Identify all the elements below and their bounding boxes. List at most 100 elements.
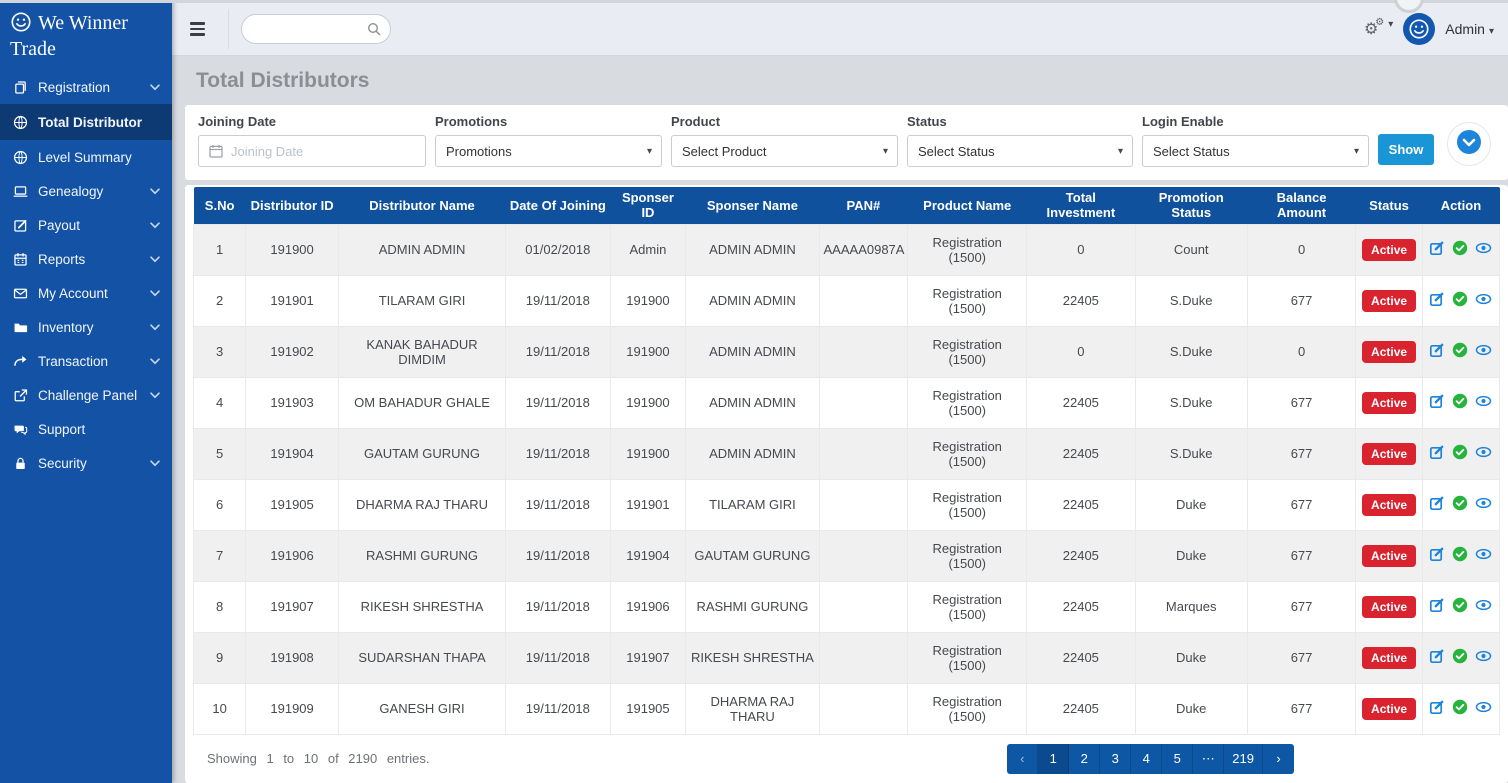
status-select[interactable]: Select Status ▾ xyxy=(907,135,1133,167)
view-eye-icon[interactable] xyxy=(1475,649,1492,663)
sidebar-item-payout[interactable]: Payout xyxy=(0,208,172,242)
settings-gears-dropdown[interactable]: ⚙ ⚙ ▾ xyxy=(1364,17,1393,39)
cell-status: Active xyxy=(1355,631,1423,684)
pagination-page-3[interactable]: 3 xyxy=(1100,743,1132,774)
view-eye-icon[interactable] xyxy=(1475,547,1492,561)
chevron-down-icon xyxy=(150,323,160,331)
login-enable-select[interactable]: Select Status ▾ xyxy=(1142,135,1369,167)
promotions-select[interactable]: Promotions ▾ xyxy=(435,135,662,167)
pagination-page-⋯[interactable]: ⋯ xyxy=(1193,743,1225,774)
approve-check-icon[interactable] xyxy=(1452,597,1468,613)
sidebar-item-level-summary[interactable]: Level Summary xyxy=(0,140,172,174)
login-enable-selected-value: Select Status xyxy=(1153,143,1230,159)
edit-action-icon[interactable] xyxy=(1429,393,1445,409)
sidebar-item-challenge-panel[interactable]: Challenge Panel xyxy=(0,378,172,412)
column-header-pan: PAN# xyxy=(819,187,908,224)
chevron-down-icon xyxy=(150,255,160,263)
cell-product-name: Registration (1500) xyxy=(907,274,1028,327)
pagination-page-4[interactable]: 4 xyxy=(1131,743,1163,774)
edit-action-icon[interactable] xyxy=(1429,495,1445,511)
show-button[interactable]: Show xyxy=(1378,134,1434,165)
sidebar-item-reports[interactable]: Reports xyxy=(0,242,172,276)
product-select[interactable]: Select Product ▾ xyxy=(671,135,898,167)
view-eye-icon[interactable] xyxy=(1475,292,1492,306)
search-input[interactable] xyxy=(241,14,391,44)
filter-status: Status Select Status ▾ xyxy=(907,114,1133,171)
cell-total-investment: 22405 xyxy=(1026,427,1136,480)
brand-logo[interactable]: We Winner Trade xyxy=(0,3,172,68)
sidebar-item-label: Level Summary xyxy=(38,149,132,165)
column-header-date-of-joining: Date Of Joining xyxy=(505,187,611,224)
approve-check-icon[interactable] xyxy=(1452,495,1468,511)
cell-promotion-status: Duke xyxy=(1134,682,1248,735)
cell-status: Active xyxy=(1355,580,1423,633)
admin-avatar[interactable] xyxy=(1403,13,1436,45)
admin-menu[interactable]: Admin ▾ xyxy=(1445,21,1494,37)
edit-action-icon[interactable] xyxy=(1429,444,1445,460)
view-eye-icon[interactable] xyxy=(1475,394,1492,408)
pagination-page-5[interactable]: 5 xyxy=(1162,743,1194,774)
sidebar-item-total-distributor[interactable]: Total Distributor xyxy=(0,104,172,140)
status-badge: Active xyxy=(1362,493,1417,516)
approve-check-icon[interactable] xyxy=(1452,393,1468,409)
approve-check-icon[interactable] xyxy=(1452,444,1468,460)
cell-promotion-status: Duke xyxy=(1134,478,1248,531)
sidebar: We Winner Trade Registration Total Distri… xyxy=(0,0,172,783)
edit-action-icon[interactable] xyxy=(1429,699,1445,715)
hamburger-menu-icon[interactable] xyxy=(184,14,218,44)
status-badge: Active xyxy=(1362,340,1417,363)
pagination-prev[interactable]: ‹ xyxy=(1007,743,1039,774)
view-eye-icon[interactable] xyxy=(1475,343,1492,357)
cell-promotion-status: S.Duke xyxy=(1134,427,1248,480)
sidebar-item-registration[interactable]: Registration xyxy=(0,70,172,104)
approve-check-icon[interactable] xyxy=(1452,291,1468,307)
approve-check-icon[interactable] xyxy=(1452,648,1468,664)
status-badge: Active xyxy=(1362,697,1417,720)
sidebar-item-inventory[interactable]: Inventory xyxy=(0,310,172,344)
column-header-sponser-id: Sponser ID xyxy=(610,187,686,224)
cell-sno: 6 xyxy=(192,478,247,531)
edit-action-icon[interactable] xyxy=(1429,342,1445,358)
sidebar-item-security[interactable]: Security xyxy=(0,446,172,480)
status-badge: Active xyxy=(1362,442,1417,465)
cell-pan xyxy=(818,478,909,531)
view-eye-icon[interactable] xyxy=(1475,700,1492,714)
pagination-next[interactable]: › xyxy=(1263,743,1294,774)
pagination-page-1[interactable]: 1 xyxy=(1038,743,1070,774)
approve-check-icon[interactable] xyxy=(1452,699,1468,715)
cell-action xyxy=(1421,427,1501,480)
cell-distributor-id: 191908 xyxy=(245,631,339,684)
folder-icon xyxy=(12,319,38,336)
edit-action-icon[interactable] xyxy=(1429,240,1445,256)
pagination-page-2[interactable]: 2 xyxy=(1069,743,1101,774)
approve-check-icon[interactable] xyxy=(1452,240,1468,256)
chevron-down-icon xyxy=(150,187,160,195)
cell-balance-amount: 0 xyxy=(1246,325,1357,378)
sidebar-item-my-account[interactable]: My Account xyxy=(0,276,172,310)
cell-date-of-joining: 19/11/2018 xyxy=(505,325,611,378)
edit-action-icon[interactable] xyxy=(1429,648,1445,664)
view-eye-icon[interactable] xyxy=(1475,496,1492,510)
edit-action-icon[interactable] xyxy=(1429,546,1445,562)
cell-sponser-name: GAUTAM GURUNG xyxy=(685,529,820,582)
joining-date-input[interactable] xyxy=(231,143,415,159)
sidebar-item-genealogy[interactable]: Genealogy xyxy=(0,174,172,208)
view-eye-icon[interactable] xyxy=(1475,241,1492,255)
cell-sponser-name: RASHMI GURUNG xyxy=(685,580,820,633)
status-badge: Active xyxy=(1362,544,1417,567)
cell-balance-amount: 677 xyxy=(1246,376,1357,429)
table-body: 1 191900 ADMIN ADMIN 01/02/2018 Admin ADMIN A… xyxy=(192,223,1501,735)
view-eye-icon[interactable] xyxy=(1475,445,1492,459)
cell-total-investment: 22405 xyxy=(1026,478,1136,531)
pagination-page-219[interactable]: 219 xyxy=(1224,743,1263,774)
sidebar-item-transaction[interactable]: Transaction xyxy=(0,344,172,378)
sidebar-item-support[interactable]: Support xyxy=(0,412,172,446)
view-eye-icon[interactable] xyxy=(1475,598,1492,612)
cell-status: Active xyxy=(1355,427,1423,480)
edit-action-icon[interactable] xyxy=(1429,291,1445,307)
collapse-filters-button[interactable] xyxy=(1447,122,1491,166)
approve-check-icon[interactable] xyxy=(1452,342,1468,358)
edit-action-icon[interactable] xyxy=(1429,597,1445,613)
approve-check-icon[interactable] xyxy=(1452,546,1468,562)
globe-icon xyxy=(12,149,38,166)
